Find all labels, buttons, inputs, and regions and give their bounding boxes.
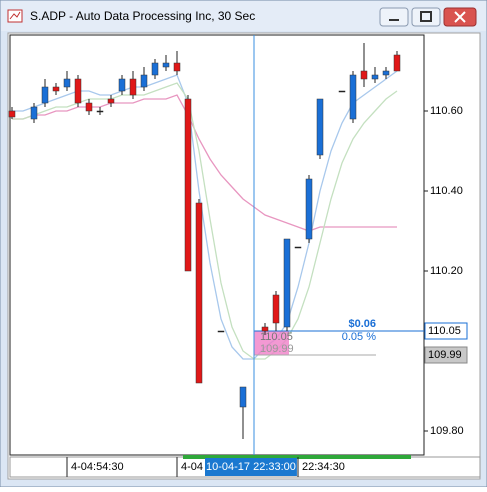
minimize-button[interactable] <box>379 7 409 27</box>
candle-body <box>63 78 71 88</box>
cursor-label-bg <box>205 458 297 476</box>
candle-body <box>305 178 313 240</box>
maximize-glyph <box>420 11 432 22</box>
candle-body <box>184 98 192 272</box>
candle-body <box>41 86 49 104</box>
measure-box <box>254 331 289 355</box>
candle-body <box>74 78 82 104</box>
x-tick-label: 22:34:30 <box>302 461 345 473</box>
candle-body <box>316 98 324 156</box>
candle-body <box>382 70 390 76</box>
candle-body <box>239 386 247 408</box>
candle-body <box>294 246 302 249</box>
candle-body <box>173 62 181 72</box>
maximize-button[interactable] <box>411 7 441 27</box>
candle-body <box>371 74 379 80</box>
measure-percent: 0.05 % <box>342 331 376 343</box>
candle-body <box>118 78 126 92</box>
candle-body <box>195 202 203 384</box>
measure-change: $0.06 <box>348 318 376 330</box>
candle-body <box>129 78 137 96</box>
candle-body <box>52 86 60 92</box>
candle-body <box>217 330 225 333</box>
cursor-label: 10-04-17 22:33:00 <box>206 461 296 473</box>
y-tick-label: 110.40 <box>430 185 463 197</box>
price-marker-label: 110.05 <box>428 325 461 337</box>
x-tick-label: 4-04:54:30 <box>71 461 124 473</box>
candle-body <box>85 102 93 112</box>
moving-average-line <box>12 94 397 232</box>
y-tick-label: 110.60 <box>430 105 463 117</box>
session-bar <box>183 455 411 459</box>
candle-body <box>30 106 38 120</box>
plot-area <box>9 34 425 456</box>
measure-to: 110.05 <box>260 331 293 343</box>
window-title: S.ADP - Auto Data Processing Inc, 30 Sec <box>30 9 255 23</box>
candle-body <box>96 110 104 113</box>
close-glyph <box>454 11 466 23</box>
candle-body <box>140 74 148 88</box>
candle-body <box>151 62 159 76</box>
app-icon <box>7 9 23 23</box>
candle-body <box>107 98 115 104</box>
y-tick-label: 109.80 <box>430 425 464 437</box>
price-marker-label: 109.99 <box>428 349 462 361</box>
candle-body <box>338 90 346 93</box>
candle-body <box>360 70 368 80</box>
x-tick-label: 4-04 <box>181 461 203 473</box>
price-marker-box <box>424 346 468 364</box>
candle-body <box>8 110 16 118</box>
y-tick-label: 110.20 <box>430 265 463 277</box>
price-marker-box <box>424 322 468 340</box>
candle-body <box>349 74 357 120</box>
candle-body <box>393 54 401 72</box>
candle-body <box>283 238 291 328</box>
candle-body <box>162 62 170 68</box>
app-icon-glyph <box>9 11 21 20</box>
moving-average-line <box>12 82 398 360</box>
candle-body <box>261 326 269 332</box>
candle-body <box>272 294 280 324</box>
measure-from: 109.99 <box>260 343 294 355</box>
